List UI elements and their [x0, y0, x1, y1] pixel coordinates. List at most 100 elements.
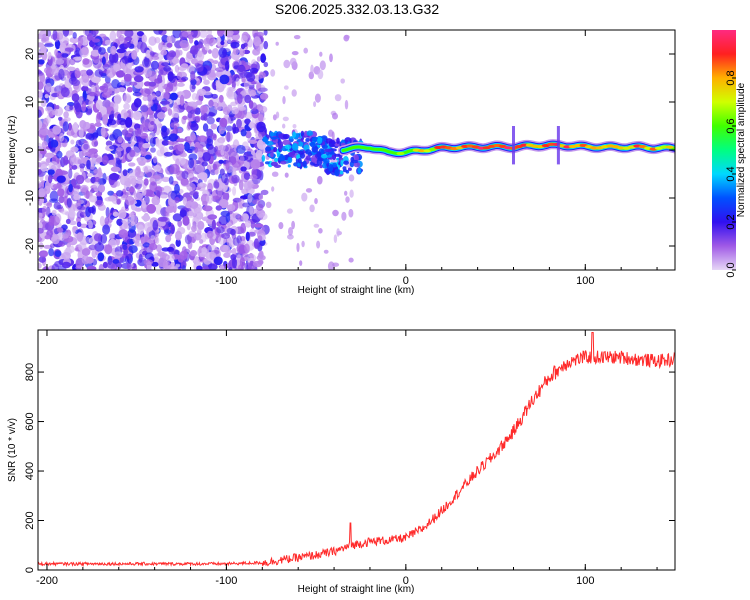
noise-cell — [81, 79, 90, 87]
noise-cell — [225, 60, 230, 72]
noise-cell — [153, 253, 159, 262]
noise-cell — [119, 119, 126, 126]
noise-cell — [51, 209, 57, 216]
noise-cell — [136, 30, 144, 37]
transition-cell — [265, 161, 270, 165]
noise-cell — [48, 174, 53, 184]
noise-cell — [85, 236, 91, 245]
noise-cell — [38, 119, 43, 130]
noise-cell — [259, 71, 266, 79]
noise-cell — [190, 134, 197, 141]
noise-cell — [98, 47, 106, 55]
x-tick-label: 0 — [403, 275, 409, 287]
noise-cell — [48, 248, 54, 257]
transition-cell — [298, 150, 304, 155]
noise-cell — [301, 240, 305, 248]
noise-cell — [95, 99, 103, 111]
noise-cell — [40, 251, 48, 256]
noise-cell — [107, 190, 115, 196]
noise-cell — [190, 122, 199, 131]
noise-cell — [54, 250, 62, 257]
noise-cell — [71, 164, 78, 170]
noise-cell — [137, 224, 145, 235]
noise-cell — [160, 100, 170, 105]
noise-cell — [271, 171, 279, 177]
noise-cell — [349, 189, 354, 198]
noise-cell — [197, 50, 203, 58]
noise-cell — [124, 30, 134, 38]
noise-cell — [238, 106, 246, 111]
noise-cell — [198, 39, 204, 45]
noise-cell — [221, 173, 228, 184]
noise-cell — [75, 174, 85, 185]
noise-cell — [152, 156, 158, 164]
noise-cell — [170, 117, 180, 124]
noise-cell — [212, 163, 217, 170]
noise-cell — [38, 81, 44, 90]
snr-ylabel: SNR (10 * v/v) — [7, 418, 18, 482]
noise-cell — [175, 238, 181, 247]
spectrogram-plot — [38, 30, 675, 270]
noise-cell — [328, 129, 334, 137]
noise-cell — [205, 142, 210, 149]
noise-cell — [161, 34, 169, 43]
noise-cell — [203, 37, 212, 47]
noise-cell — [216, 226, 225, 234]
noise-cell — [227, 35, 232, 44]
noise-cell — [291, 220, 295, 230]
noise-cell — [142, 214, 151, 222]
noise-cell — [117, 87, 126, 93]
noise-cell — [45, 76, 51, 84]
transition-cell — [274, 164, 281, 168]
transition-cell — [297, 157, 302, 164]
noise-cell — [292, 124, 297, 129]
noise-cell — [40, 99, 47, 107]
noise-cell — [123, 222, 133, 229]
noise-cell — [165, 234, 172, 243]
noise-cell — [287, 234, 294, 240]
noise-cell — [118, 209, 127, 220]
noise-cell — [195, 257, 200, 267]
noise-cell — [191, 93, 198, 101]
noise-cell — [104, 244, 113, 255]
noise-cell — [38, 222, 43, 230]
transition-cell — [347, 167, 352, 171]
noise-cell — [245, 231, 250, 242]
noise-cell — [86, 159, 91, 170]
noise-cell — [214, 181, 220, 189]
noise-cell — [44, 43, 54, 48]
noise-cell — [138, 160, 146, 166]
noise-cell — [157, 216, 168, 222]
noise-cell — [188, 173, 194, 179]
noise-cell — [81, 150, 87, 157]
colorbar — [712, 30, 736, 270]
noise-cell — [112, 259, 120, 264]
noise-cell — [237, 93, 243, 104]
noise-cell — [207, 30, 213, 36]
noise-cell — [134, 127, 142, 137]
noise-cell — [68, 122, 72, 131]
noise-cell — [52, 183, 63, 189]
x-tick-label: -200 — [36, 275, 58, 287]
noise-cell — [180, 157, 186, 165]
noise-cell — [314, 198, 318, 205]
noise-cell — [204, 44, 210, 51]
noise-cell — [69, 58, 76, 66]
noise-cell — [49, 198, 59, 203]
noise-cell — [176, 138, 186, 143]
noise-cell — [283, 85, 289, 90]
noise-cell — [208, 99, 214, 107]
noise-cell — [114, 149, 122, 159]
noise-cell — [316, 240, 321, 249]
noise-cell — [151, 55, 160, 61]
noise-cell — [132, 91, 142, 97]
noise-cell — [44, 93, 49, 99]
noise-cell — [329, 53, 333, 63]
noise-cell — [118, 229, 129, 239]
noise-cell — [115, 237, 120, 246]
noise-cell — [142, 58, 151, 68]
noise-cell — [90, 157, 96, 162]
noise-cell — [141, 34, 147, 44]
transition-cell — [297, 162, 301, 168]
noise-cell — [236, 235, 242, 244]
